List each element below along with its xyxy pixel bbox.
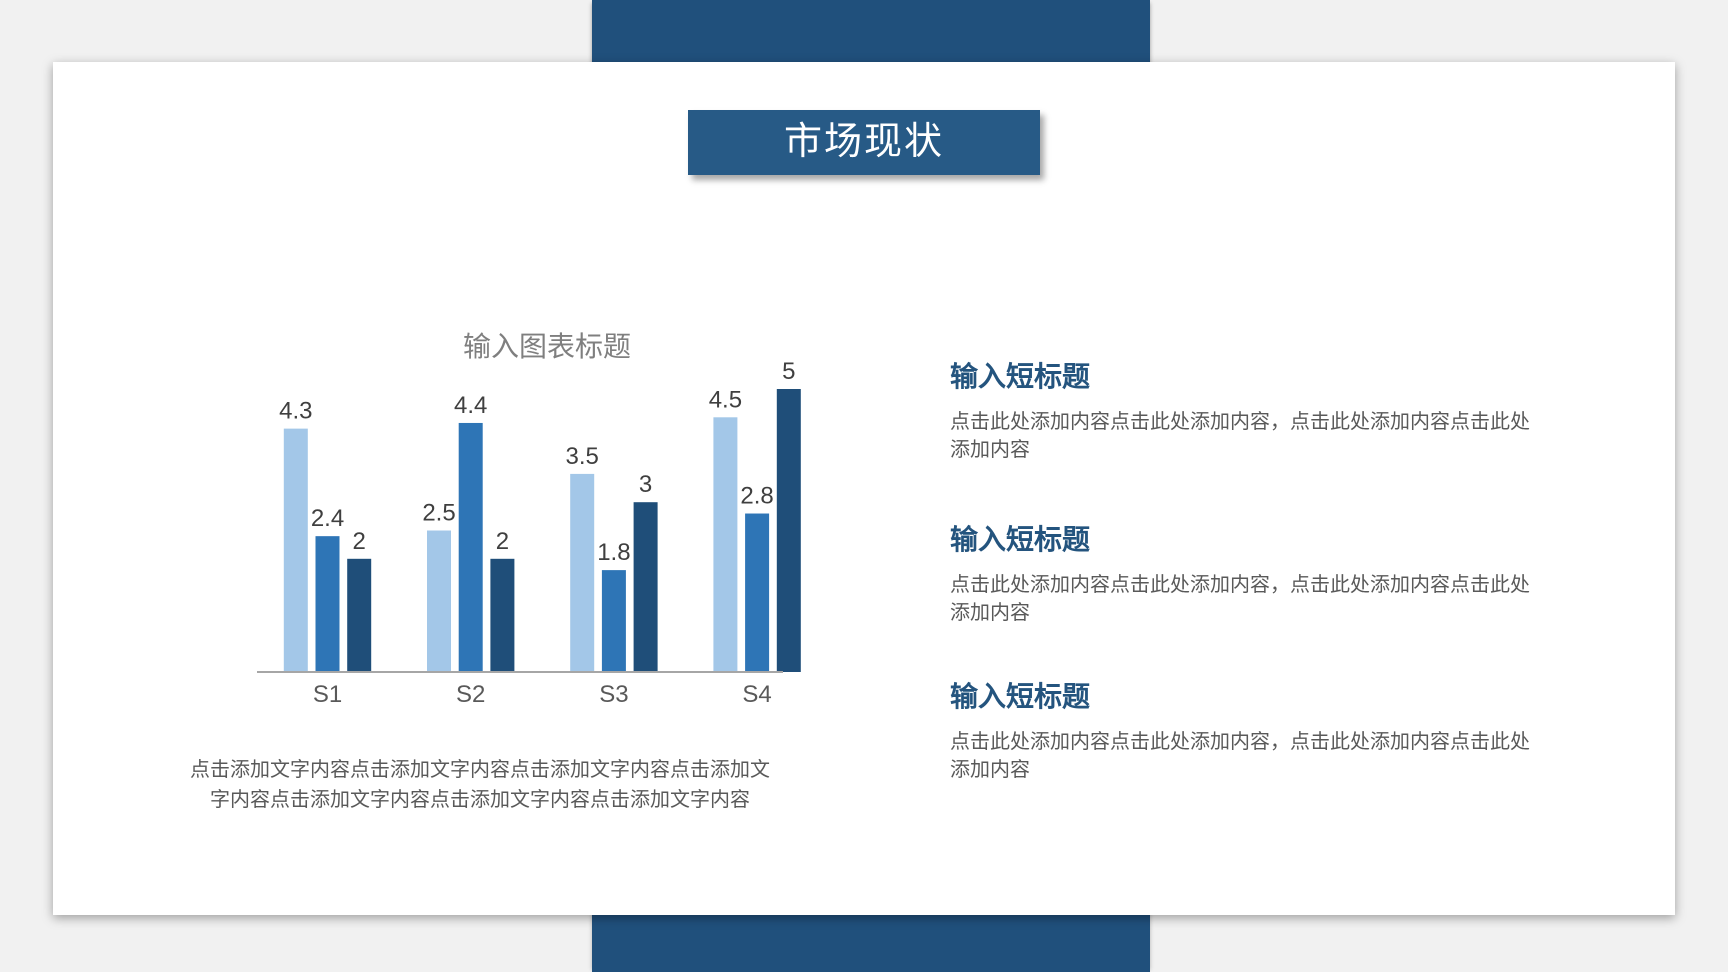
- bar-medium-blue-series-S4: [745, 513, 770, 672]
- bar-value-label: 4.5: [709, 386, 742, 413]
- content-block-1: 输入短标题 点击此处添加内容点击此处添加内容，点击此处添加内容点击此处添加内容: [950, 355, 1540, 464]
- bar-chart: 输入图表标题 4.3 2.4 2 S1 2.5 4.4 2 S2 3.5 1.8 3 S3 4.5 2.8 5…: [257, 331, 801, 708]
- bar-value-label: 2: [353, 528, 366, 555]
- bar-value-label: 3: [639, 471, 652, 498]
- block-body-text: 点击此处添加内容点击此处添加内容，点击此处添加内容点击此处添加内容: [950, 411, 1530, 461]
- bar-dark-blue-series-S3: [633, 502, 658, 672]
- block-body-text: 点击此处添加内容点击此处添加内容，点击此处添加内容点击此处添加内容: [950, 574, 1530, 624]
- block-heading: 输入短标题: [950, 361, 1091, 392]
- chart-title: 输入图表标题: [463, 331, 631, 362]
- block-body-text: 点击此处添加内容点击此处添加内容，点击此处添加内容点击此处添加内容: [950, 731, 1530, 781]
- block-heading: 输入短标题: [950, 681, 1091, 712]
- bar-value-label: 2.8: [740, 483, 773, 510]
- bar-value-label: 4.4: [454, 392, 487, 419]
- bar-dark-blue-series-S4: [776, 389, 801, 672]
- top-ribbon: [592, 0, 1150, 64]
- content-block-3: 输入短标题 点击此处添加内容点击此处添加内容，点击此处添加内容点击此处添加内容: [950, 675, 1540, 784]
- bar-dark-blue-series-S1: [347, 558, 372, 672]
- bar-value-label: 3.5: [566, 443, 599, 470]
- category-label: S1: [313, 681, 342, 708]
- content-block-2: 输入短标题 点击此处添加内容点击此处添加内容，点击此处添加内容点击此处添加内容: [950, 518, 1540, 627]
- category-label: S2: [456, 681, 485, 708]
- bar-light-blue-series-S4: [713, 417, 738, 672]
- bar-medium-blue-series-S3: [601, 570, 626, 672]
- category-label: S3: [599, 681, 628, 708]
- bar-dark-blue-series-S2: [490, 558, 515, 672]
- bar-value-label: 5: [782, 358, 795, 385]
- bar-value-label: 1.8: [597, 539, 630, 566]
- block-heading: 输入短标题: [950, 524, 1091, 555]
- bar-medium-blue-series-S1: [315, 536, 340, 672]
- bar-medium-blue-series-S2: [458, 422, 483, 672]
- bar-value-label: 2.4: [311, 505, 344, 532]
- slide-title-banner: 市场现状: [688, 110, 1040, 175]
- bar-light-blue-series-S2: [427, 530, 451, 672]
- bar-value-label: 2: [496, 528, 509, 555]
- chart-caption-text: 点击添加文字内容点击添加文字内容点击添加文字内容点击添加文字内容点击添加文字内容…: [190, 759, 770, 811]
- bar-chart-container: 输入图表标题 4.3 2.4 2 S1 2.5 4.4 2 S2 3.5 1.8 3 S3 4.5 2.8 5…: [185, 320, 805, 732]
- bar-value-label: 4.3: [279, 398, 312, 425]
- bottom-ribbon: [592, 905, 1150, 972]
- bar-value-label: 2.5: [422, 500, 455, 527]
- category-label: S4: [742, 681, 771, 708]
- bar-light-blue-series-S3: [570, 473, 595, 672]
- slide-card: 市场现状 输入图表标题 4.3 2.4 2 S1 2.5 4.4 2 S2 3.5 1.8 3 S3 4.…: [53, 62, 1675, 915]
- bar-light-blue-series-S1: [283, 428, 308, 672]
